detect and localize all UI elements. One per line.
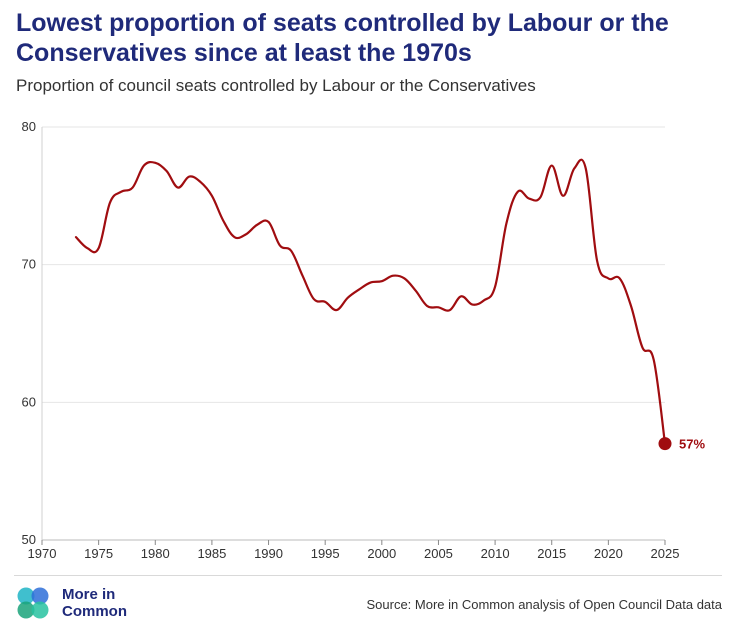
- source-note: Source: More in Common analysis of Open …: [366, 597, 722, 612]
- x-tick-label: 2000: [367, 546, 396, 561]
- chart-title: Lowest proportion of seats controlled by…: [16, 9, 669, 67]
- x-tick-label: 1995: [311, 546, 340, 561]
- x-tick-label: 2005: [424, 546, 453, 561]
- x-tick-label: 1970: [28, 546, 57, 561]
- x-tick-label: 2015: [537, 546, 566, 561]
- y-tick-label: 80: [22, 119, 36, 134]
- x-tick-label: 1985: [197, 546, 226, 561]
- x-tick-label: 1990: [254, 546, 283, 561]
- x-tick-label: 2010: [481, 546, 510, 561]
- line-chart: 50 60 70 80 1970 1975 1980 1985 1990 1995 2000 200…: [22, 119, 706, 561]
- x-tick-label: 2025: [651, 546, 680, 561]
- y-tick-label: 70: [22, 257, 36, 272]
- logo-line-2: Common: [62, 603, 127, 620]
- logo-text: More in Common: [62, 586, 127, 620]
- more-in-common-logo-icon: [17, 587, 49, 619]
- footer-divider: [14, 575, 722, 576]
- y-tick-label: 50: [22, 532, 36, 547]
- y-tick-label: 60: [22, 394, 36, 409]
- logo-line-1: More in: [62, 586, 116, 603]
- chart-subtitle: Proportion of council seats controlled b…: [16, 76, 536, 95]
- series-line: [74, 158, 667, 445]
- x-tick-label: 2020: [594, 546, 623, 561]
- end-value-label: 57%: [679, 437, 705, 452]
- x-tick-label: 1980: [141, 546, 170, 561]
- x-tick-label: 1975: [84, 546, 113, 561]
- end-point-marker: [658, 437, 672, 451]
